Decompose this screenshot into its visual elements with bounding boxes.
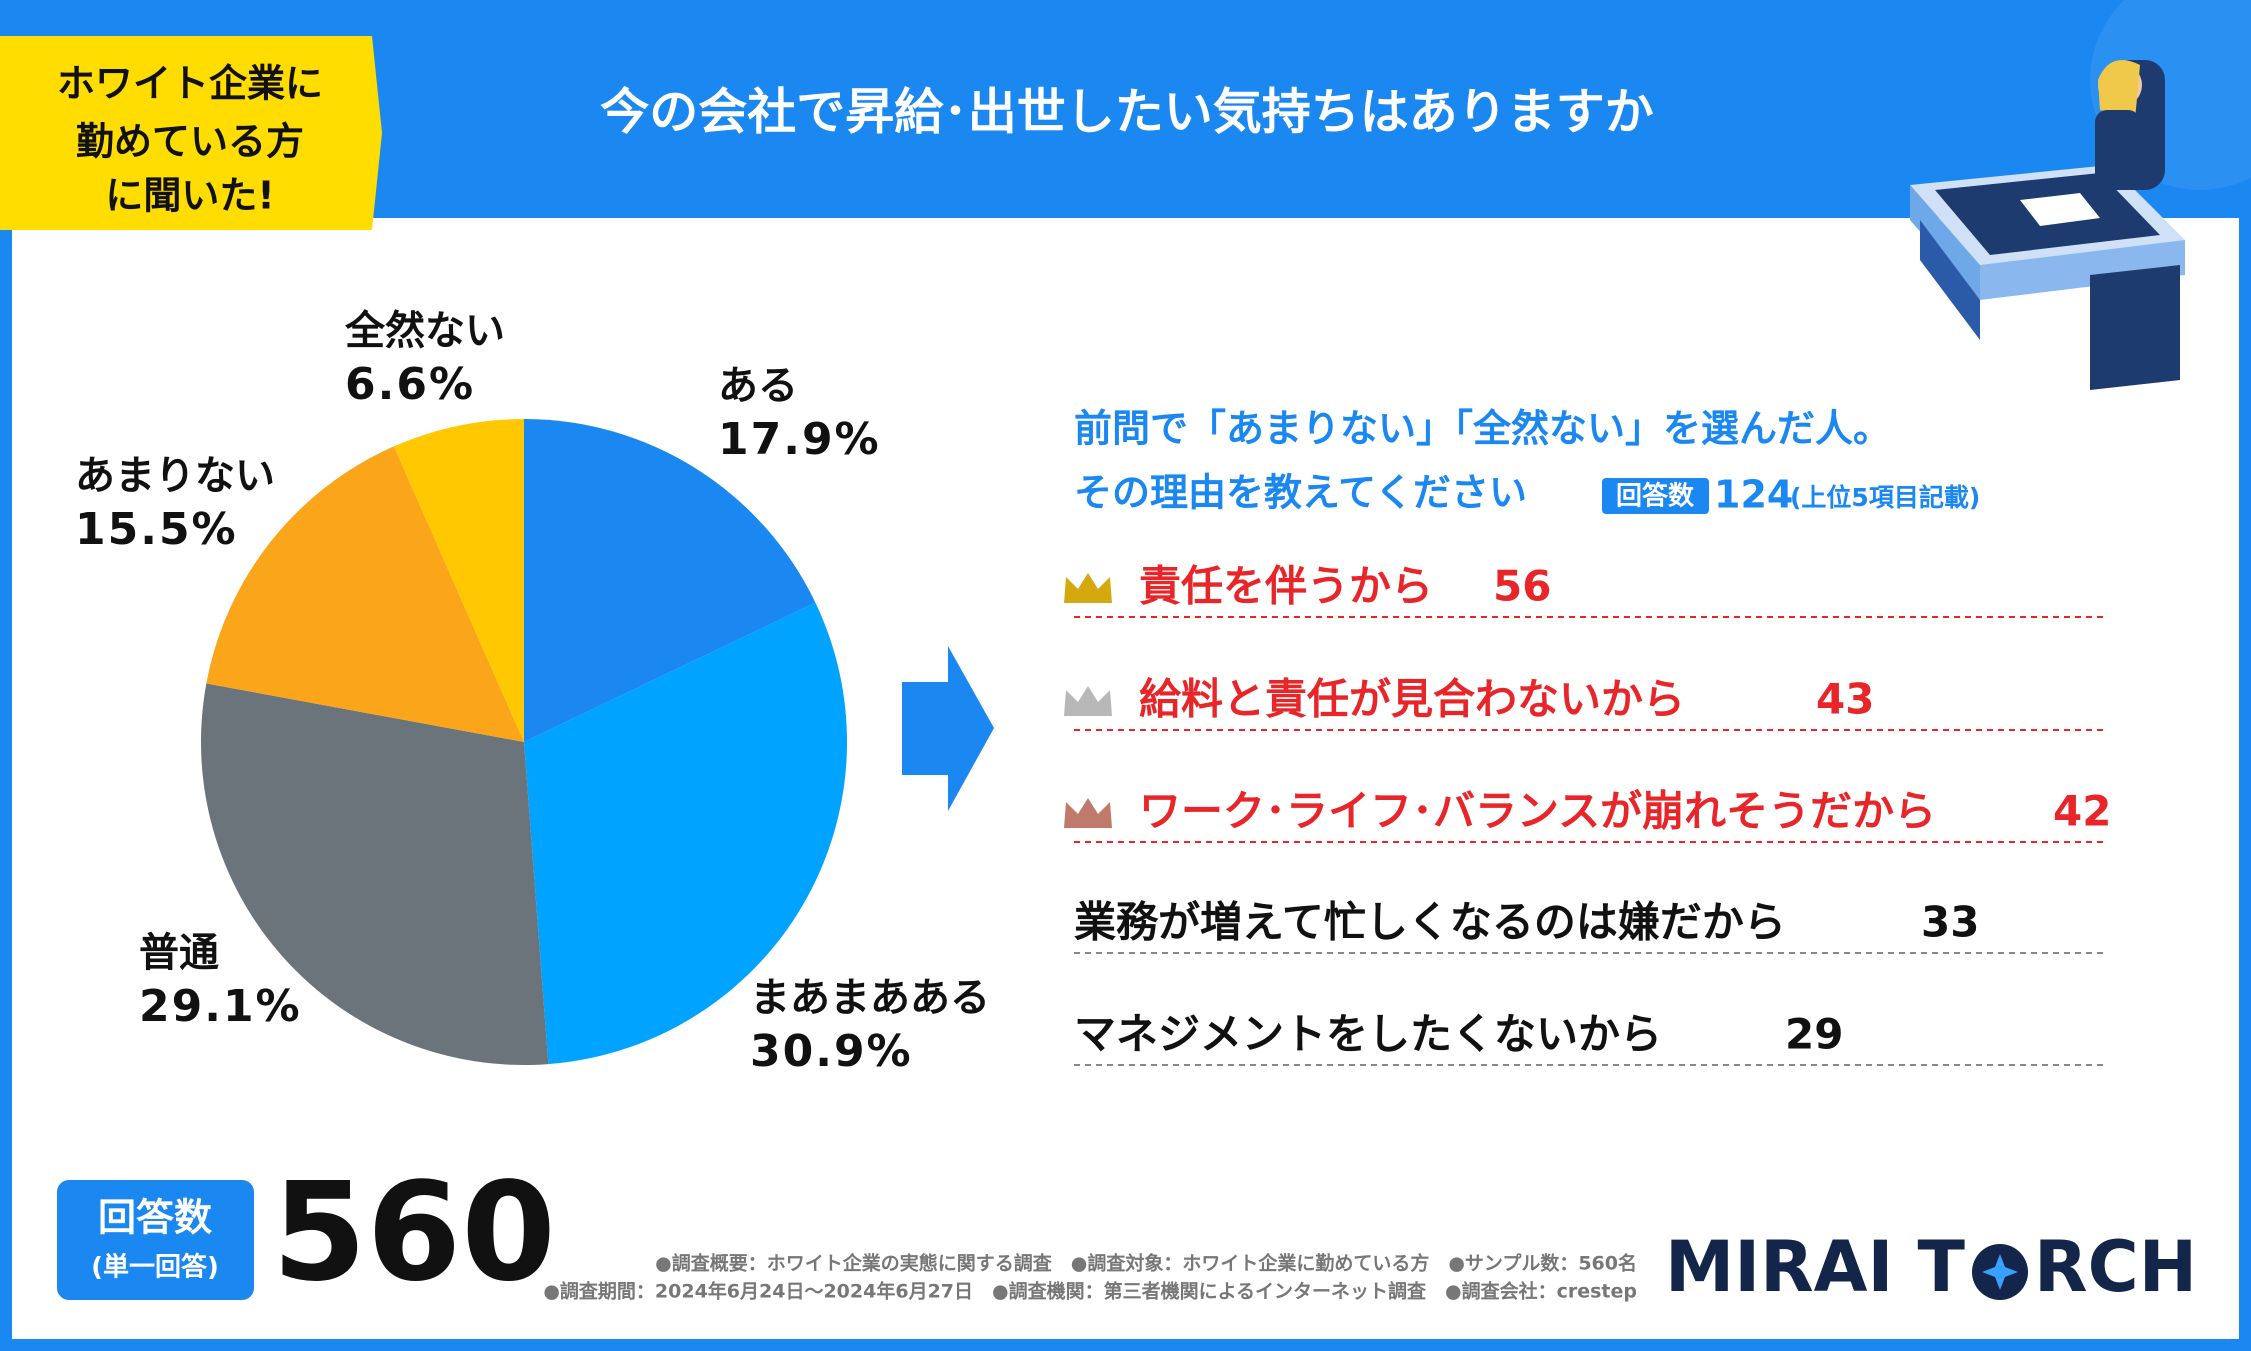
count-badge-label: 回答数 — [1616, 481, 1695, 512]
reason-label: 給料と責任が見合わないから — [1139, 675, 1685, 724]
footer-note: ●調査期間：2024年6月24日～2024年6月27日 ●調査機関：第三者機関に… — [543, 1280, 1637, 1303]
badge-line: 勤めている方 — [76, 120, 304, 164]
crown-icon — [1064, 686, 1112, 716]
slice-category: 普通 — [139, 930, 219, 976]
sample-count: 560 — [272, 1154, 556, 1312]
reason-value: 43 — [1816, 675, 1874, 724]
pie-slice — [524, 419, 816, 742]
reason-label: ワーク･ライフ･バランスが崩れそうだから — [1139, 787, 1936, 836]
slice-value-label: 15.5% — [75, 504, 238, 555]
title: 今の会社で昇給･出世したい気持ちはありますか — [600, 84, 1654, 141]
arrow — [902, 646, 994, 811]
reasons-note: (上位5項目記載) — [1790, 483, 1980, 512]
slice-value-label: 29.1% — [139, 981, 302, 1032]
reasons-heading: その理由を教えてください — [1074, 471, 1527, 515]
reason-value: 33 — [1921, 898, 1979, 947]
logo-text: MIRAI T — [1665, 1226, 1965, 1308]
reason-value: 29 — [1785, 1010, 1843, 1059]
crown-icon — [1064, 573, 1112, 603]
slice-value-label: 30.9% — [750, 1026, 913, 1077]
slice-category: あまりない — [75, 453, 275, 499]
slice-value-label: 17.9% — [718, 414, 881, 465]
count-badge — [1602, 478, 1709, 514]
reason-label: マネジメントをしたくないから — [1074, 1010, 1662, 1059]
reason-list: 責任を伴うから 56 給料と責任が見合わないから 43 ワーク･ライフ･バランスが崩れそ… — [1064, 562, 2111, 1066]
logo-star — [1982, 1254, 2018, 1290]
sample-label: 回答数 — [98, 1196, 212, 1240]
slice-category: ある — [718, 363, 798, 409]
reason-label: 業務が増えて忙しくなるのは嫌だから — [1074, 898, 1786, 947]
reason-value: 42 — [2053, 787, 2111, 836]
reasons-heading: 前問で「あまりない」「全然ない」を選んだ人。 — [1074, 407, 1891, 451]
logo-text: RCH — [2034, 1226, 2197, 1308]
reason-value: 56 — [1493, 562, 1551, 611]
badge-bg — [0, 36, 382, 230]
pie-slice — [524, 602, 847, 1065]
slice-category: 全然ない — [344, 308, 505, 354]
slice-category: まあまあある — [750, 975, 990, 1021]
pie-chart: ある 17.9% まあまあある 30.9% 普通 29.1% あまりない 15.5% 全然ない 6… — [75, 308, 990, 1077]
reasons-count: 124 — [1714, 473, 1793, 517]
badge-line: ホワイト企業に — [57, 62, 323, 106]
pie-slice — [201, 683, 549, 1065]
illustration — [1910, 0, 2251, 390]
badge-line: に聞いた! — [105, 174, 274, 218]
sample-box — [57, 1180, 254, 1300]
reason-label: 責任を伴うから — [1139, 562, 1433, 611]
pie-slice — [393, 419, 524, 742]
crown-icon — [1064, 798, 1112, 828]
pie-slice — [206, 446, 524, 742]
slice-value-label: 6.6% — [345, 359, 475, 410]
sample-sublabel: (単一回答) — [91, 1252, 219, 1283]
footer-note: ●調査概要：ホワイト企業の実態に関する調査 ●調査対象：ホワイト企業に勤めている… — [655, 1252, 1637, 1275]
